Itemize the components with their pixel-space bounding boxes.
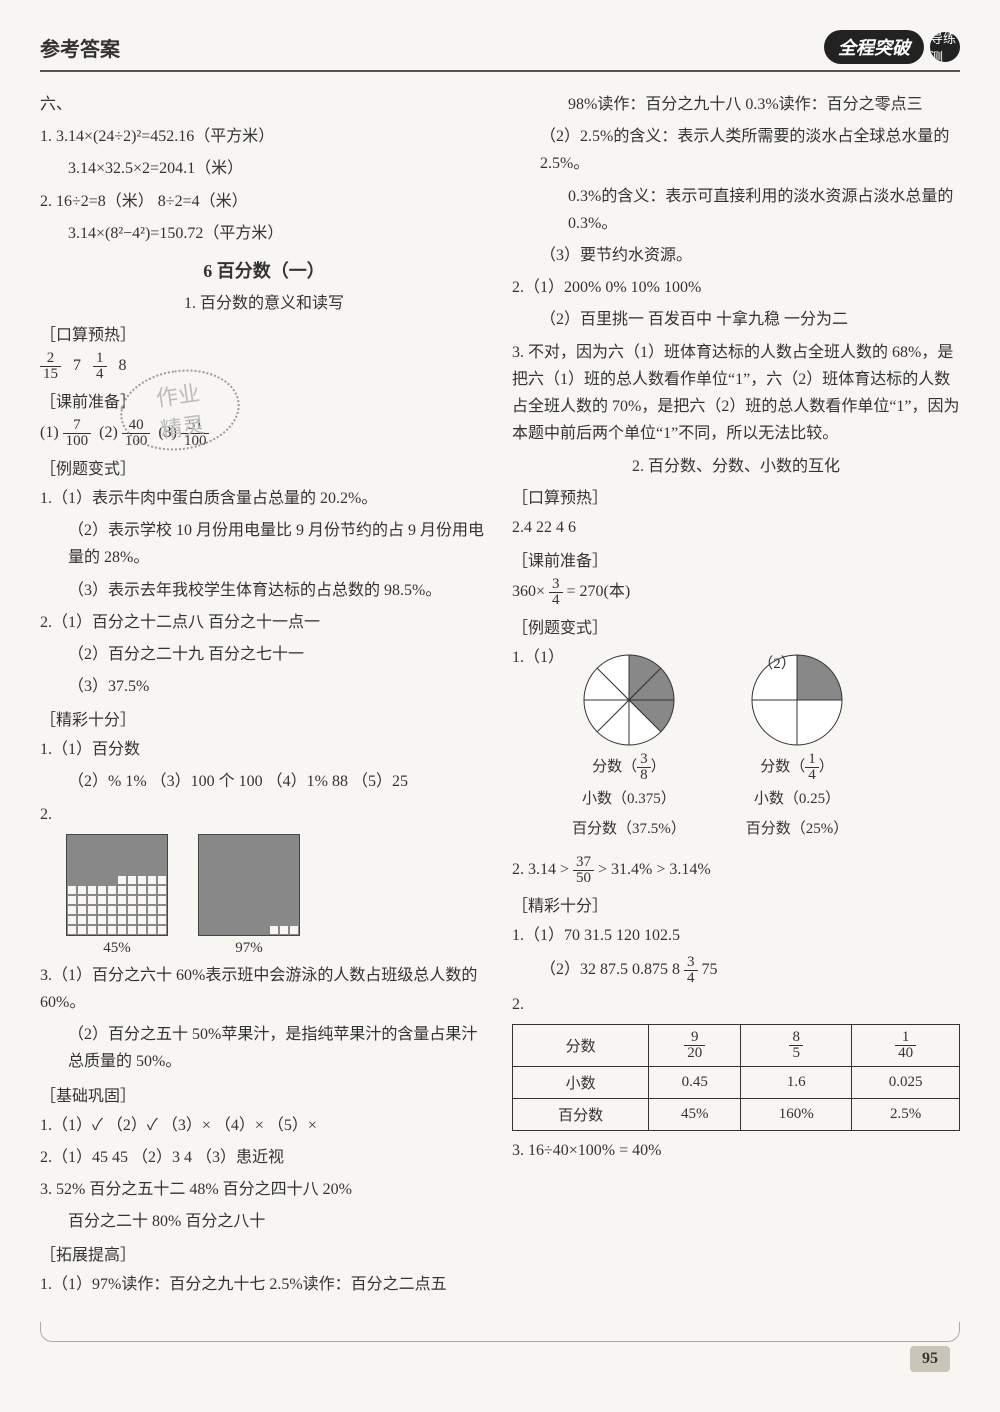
jingcai-label: ［精彩十分］ xyxy=(40,706,488,730)
e1-1: 1.（1）表示牛肉中蛋白质含量占总量的 20.2%。 xyxy=(40,485,488,512)
kousuan2-label: ［口算预热］ xyxy=(512,484,960,508)
j1-1: 1.（1）百分数 xyxy=(40,736,488,763)
rt3: （3）要节约水资源。 xyxy=(512,242,960,269)
content-columns: 六、 1. 3.14×(24÷2)²=452.16（平方米） 3.14×32.5… xyxy=(40,86,960,1304)
l1a: 1. 3.14×(24÷2)²=452.16（平方米） xyxy=(40,123,488,150)
t1: 1.（1）97%读作：百分之九十七 2.5%读作：百分之二点五 xyxy=(40,1271,488,1298)
liti-label: ［例题变式］ xyxy=(40,455,488,479)
l1b: 3.14×32.5×2=204.1（米） xyxy=(40,155,488,182)
jc1-1: 1.（1）70 31.5 120 102.5 xyxy=(512,922,960,949)
b3a: 3. 52% 百分之五十二 48% 百分之四十八 20% xyxy=(40,1176,488,1203)
j3-2: （2）百分之五十 50%苹果汁，是指纯苹果汁的含量占果汁总质量的 50%。 xyxy=(40,1021,488,1075)
b1: 1.（1）✓ （2）✓ （3）× （4）× （5）× xyxy=(40,1112,488,1139)
pie-1: 分数（38） 小数（0.375） 百分数（37.5%） xyxy=(572,650,686,844)
conversion-table: 分数92085140小数0.451.60.025百分数45%160%2.5% xyxy=(512,1024,960,1131)
jingcai2-label: ［精彩十分］ xyxy=(512,892,960,916)
rl2: 2. 3.14 > 3750 > 31.4% > 3.14% xyxy=(512,855,960,886)
b2: 2.（1）45 45 （2）3 4 （3）患近视 xyxy=(40,1144,488,1171)
liti2-label: ［例题变式］ xyxy=(512,614,960,638)
kousuan-values: 215 7 14 8 xyxy=(40,351,488,382)
tuozhan-label: ［拓展提高］ xyxy=(40,1241,488,1265)
jc1-2: （2）32 87.5 0.875 8 34 75 xyxy=(512,955,960,986)
b3b: 百分之二十 80% 百分之八十 xyxy=(40,1208,488,1235)
kq2: 360× 34 = 270(本) xyxy=(512,577,960,608)
tbl-head: 2. xyxy=(512,991,960,1018)
j2: 2. xyxy=(40,801,488,828)
grid-container: 45% 97% xyxy=(66,834,488,957)
subsection-2: 2. 百分数、分数、小数的互化 xyxy=(512,452,960,476)
e1-3: （3）表示去年我校学生体育达标的占总数的 98.5%。 xyxy=(40,577,488,604)
l2a: 2. 16÷2=8（米） 8÷2=4（米） xyxy=(40,188,488,215)
keqian-values: (1) 7100 (2) 40100 (3) 51100 xyxy=(40,418,488,449)
grid-45: 45% xyxy=(66,834,168,957)
header-title: 参考答案 xyxy=(40,33,120,62)
chapter-title: 6 百分数（一） xyxy=(40,257,488,283)
brand-sub: 导练测 xyxy=(930,32,960,62)
l2b: 3.14×(8²−4²)=150.72（平方米） xyxy=(40,220,488,247)
e1-2: （2）表示学校 10 月份用电量比 9 月份节约的占 9 月份用电量的 28%。 xyxy=(40,517,488,571)
kousuan-label: ［口算预热］ xyxy=(40,321,488,345)
pie-row: 1.（1） 分数（38） 小数（0.375） 百分数（37.5%） （2） 分数… xyxy=(512,644,960,850)
page-number: 95 xyxy=(910,1346,950,1372)
left-column: 六、 1. 3.14×(24÷2)²=452.16（平方米） 3.14×32.5… xyxy=(40,86,488,1304)
brand-main: 全程突破 xyxy=(824,30,924,64)
r2-2: （2）百里挑一 百发百中 十拿九稳 一分为二 xyxy=(512,306,960,333)
e2-3: （3）37.5% xyxy=(40,673,488,700)
e2-2: （2）百分之二十九 百分之七十一 xyxy=(40,641,488,668)
ks2: 2.4 22 4 6 xyxy=(512,514,960,541)
rt2b: 0.3%的含义：表示可直接利用的淡水资源占淡水总量的 0.3%。 xyxy=(512,183,960,237)
footer-rule xyxy=(40,1322,960,1342)
rt2a: （2）2.5%的含义：表示人类所需要的淡水占全球总水量的 2.5%。 xyxy=(512,123,960,177)
keqian2-label: ［课前准备］ xyxy=(512,547,960,571)
page-header: 参考答案 全程突破 导练测 xyxy=(40,30,960,72)
right-column: 98%读作：百分之九十八 0.3%读作：百分之零点三 （2）2.5%的含义：表示… xyxy=(512,86,960,1304)
j1-2: （2）% 1% （3）100 个 100 （4）1% 88 （5）25 xyxy=(40,768,488,795)
section-six: 六、 xyxy=(40,91,488,118)
pie-2: （2） 分数（14） 小数（0.25） 百分数（25%） xyxy=(746,650,849,844)
e2-1: 2.（1）百分之十二点八 百分之十一点一 xyxy=(40,609,488,636)
subsection-1: 1. 百分数的意义和读写 xyxy=(40,289,488,313)
r-last: 3. 16÷40×100% = 40% xyxy=(512,1137,960,1164)
rt1b: 98%读作：百分之九十八 0.3%读作：百分之零点三 xyxy=(512,91,960,118)
grid-97: 97% xyxy=(198,834,300,957)
keqian-label: ［课前准备］ xyxy=(40,388,488,412)
jichu-label: ［基础巩固］ xyxy=(40,1082,488,1106)
header-brand: 全程突破 导练测 xyxy=(824,30,960,64)
r3: 3. 不对，因为六（1）班体育达标的人数占全班人数的 68%，是把六（1）班的总… xyxy=(512,339,960,448)
r2-1: 2.（1）200% 0% 10% 100% xyxy=(512,274,960,301)
j3-1: 3.（1）百分之六十 60%表示班中会游泳的人数占班级总人数的 60%。 xyxy=(40,962,488,1016)
